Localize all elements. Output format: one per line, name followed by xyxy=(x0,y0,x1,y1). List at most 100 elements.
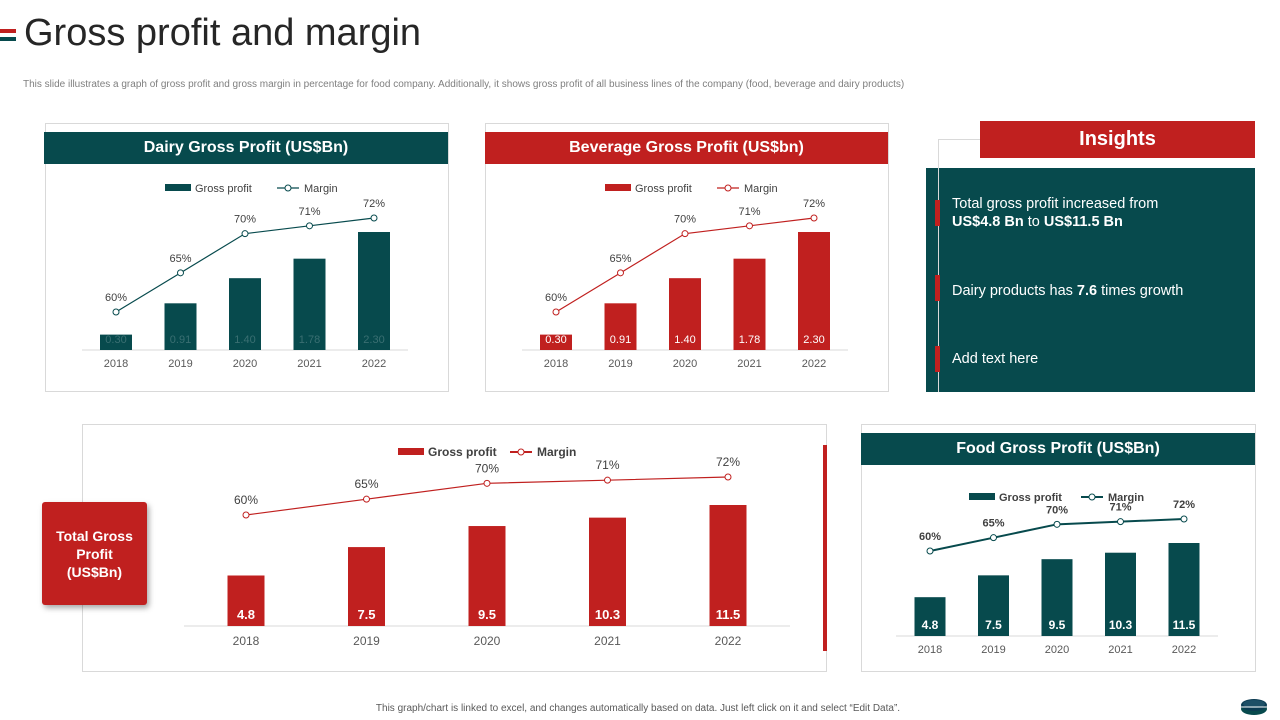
margin-value-label: 65% xyxy=(354,477,378,491)
margin-point xyxy=(363,495,370,503)
total-label-line2: Profit xyxy=(76,545,113,562)
bar xyxy=(100,334,132,350)
x-tick-label: 2018 xyxy=(104,358,128,370)
insight-1-to: US$11.5 Bn xyxy=(1043,214,1123,230)
bar xyxy=(227,575,265,626)
legend-label: Margin xyxy=(304,183,338,195)
legend-label: Margin xyxy=(1108,492,1144,504)
bar-value-label: 0.91 xyxy=(610,334,631,346)
footer-text: This graph/chart is linked to excel, and… xyxy=(375,703,901,714)
margin-value-label: 71% xyxy=(595,458,619,472)
bar-value-label: 2.30 xyxy=(363,334,384,346)
margin-value-label: 72% xyxy=(803,198,825,210)
bar-value-label: 0.30 xyxy=(545,334,566,346)
insight-item-1: Total gross profit increased from US$4.8… xyxy=(952,195,1158,231)
margin-point xyxy=(241,230,249,238)
total-label-line1: Total Gross xyxy=(56,527,133,544)
insight-1-line1: Total gross profit increased from xyxy=(952,196,1159,212)
legend-line-marker xyxy=(724,184,732,192)
bar-value-label: 10.3 xyxy=(1109,618,1133,632)
bar-value-label: 2.30 xyxy=(803,334,824,346)
margin-point xyxy=(1117,518,1124,526)
dairy-chart: Gross profit Margin 0.30 2018 0.91 2019 1.40 20… xyxy=(82,183,408,370)
insight-1-to-word: to xyxy=(1027,214,1040,230)
page-subtitle: This slide illustrates a graph of gross … xyxy=(23,79,905,90)
x-tick-label: 2022 xyxy=(1172,644,1196,656)
x-tick-label: 2022 xyxy=(715,634,742,648)
bar xyxy=(1041,559,1073,636)
dairy-chart-title: Dairy Gross Profit (US$Bn) xyxy=(44,132,448,164)
legend-label: Margin xyxy=(537,445,576,459)
bar-value-label: 1.40 xyxy=(674,334,695,346)
bar-value-label: 0.91 xyxy=(170,334,191,346)
bar xyxy=(1168,543,1200,636)
bar xyxy=(229,278,261,350)
total-chart-card xyxy=(82,424,827,672)
insight-1-from: US$4.8 Bn xyxy=(952,214,1024,230)
margin-value-label: 60% xyxy=(545,292,567,304)
margin-value-label: 71% xyxy=(298,206,320,218)
margin-point xyxy=(1053,520,1061,528)
margin-point xyxy=(746,222,753,230)
x-tick-label: 2022 xyxy=(362,358,386,370)
x-tick-label: 2019 xyxy=(981,644,1005,656)
margin-value-label: 60% xyxy=(105,292,127,304)
total-label-line3: (US$Bn) xyxy=(66,563,123,580)
bar-value-label: 1.78 xyxy=(739,334,760,346)
legend-bar-swatch xyxy=(969,493,995,500)
bar xyxy=(733,258,766,350)
margin-value-label: 70% xyxy=(475,461,499,475)
bar xyxy=(164,303,197,350)
margin-point xyxy=(370,214,378,222)
bar xyxy=(468,526,506,626)
bar-value-label: 4.8 xyxy=(237,607,255,622)
bar xyxy=(604,303,637,350)
x-tick-label: 2020 xyxy=(1045,644,1069,656)
legend-line-marker xyxy=(284,184,292,192)
legend-line-marker xyxy=(517,448,525,456)
x-tick-label: 2021 xyxy=(1108,644,1132,656)
margin-value-label: 65% xyxy=(169,253,191,265)
bar xyxy=(709,505,747,626)
bar xyxy=(914,597,946,636)
margin-value-label: 72% xyxy=(1173,499,1195,511)
margin-point xyxy=(926,547,934,555)
margin-value-label: 70% xyxy=(674,214,696,226)
bar-value-label: 4.8 xyxy=(922,618,939,632)
margin-value-label: 70% xyxy=(234,214,256,226)
margin-value-label: 65% xyxy=(609,253,631,265)
insight-marker xyxy=(935,346,940,372)
x-tick-label: 2019 xyxy=(353,634,380,648)
margin-point xyxy=(1180,515,1188,523)
legend-label: Margin xyxy=(744,183,778,195)
total-chart: Gross profit Margin 4.8 2018 7.5 2019 9.5 2020 1… xyxy=(184,445,790,648)
margin-value-label: 60% xyxy=(919,531,941,543)
legend-label: Gross profit xyxy=(428,445,497,459)
bar-value-label: 10.3 xyxy=(595,607,620,622)
margin-point xyxy=(112,308,120,316)
x-tick-label: 2022 xyxy=(802,358,826,370)
insight-2-suffix: times growth xyxy=(1101,283,1184,299)
margin-point xyxy=(306,222,313,230)
insights-outline xyxy=(938,139,980,392)
legend-line-marker xyxy=(1088,493,1096,501)
margin-point xyxy=(552,308,560,316)
margin-point xyxy=(242,511,250,519)
page-title: Gross profit and margin xyxy=(24,12,422,54)
insight-item-2: Dairy products has 7.6 times growth xyxy=(952,282,1183,300)
margin-value-label: 72% xyxy=(716,455,740,469)
bar-value-label: 0.30 xyxy=(105,334,126,346)
food-chart-title: Food Gross Profit (US$Bn) xyxy=(861,433,1255,465)
x-tick-label: 2019 xyxy=(608,358,632,370)
total-accent-line xyxy=(823,445,827,651)
margin-point xyxy=(617,269,624,277)
margin-value-label: 70% xyxy=(1046,504,1068,516)
bar xyxy=(589,517,626,626)
insight-marker xyxy=(935,275,940,301)
bar xyxy=(978,575,1009,636)
beverage-chart-title: Beverage Gross Profit (US$bn) xyxy=(485,132,888,164)
margin-value-label: 71% xyxy=(1109,502,1131,514)
x-tick-label: 2018 xyxy=(918,644,942,656)
legend-bar-swatch xyxy=(605,184,631,191)
bar-value-label: 1.78 xyxy=(299,334,320,346)
